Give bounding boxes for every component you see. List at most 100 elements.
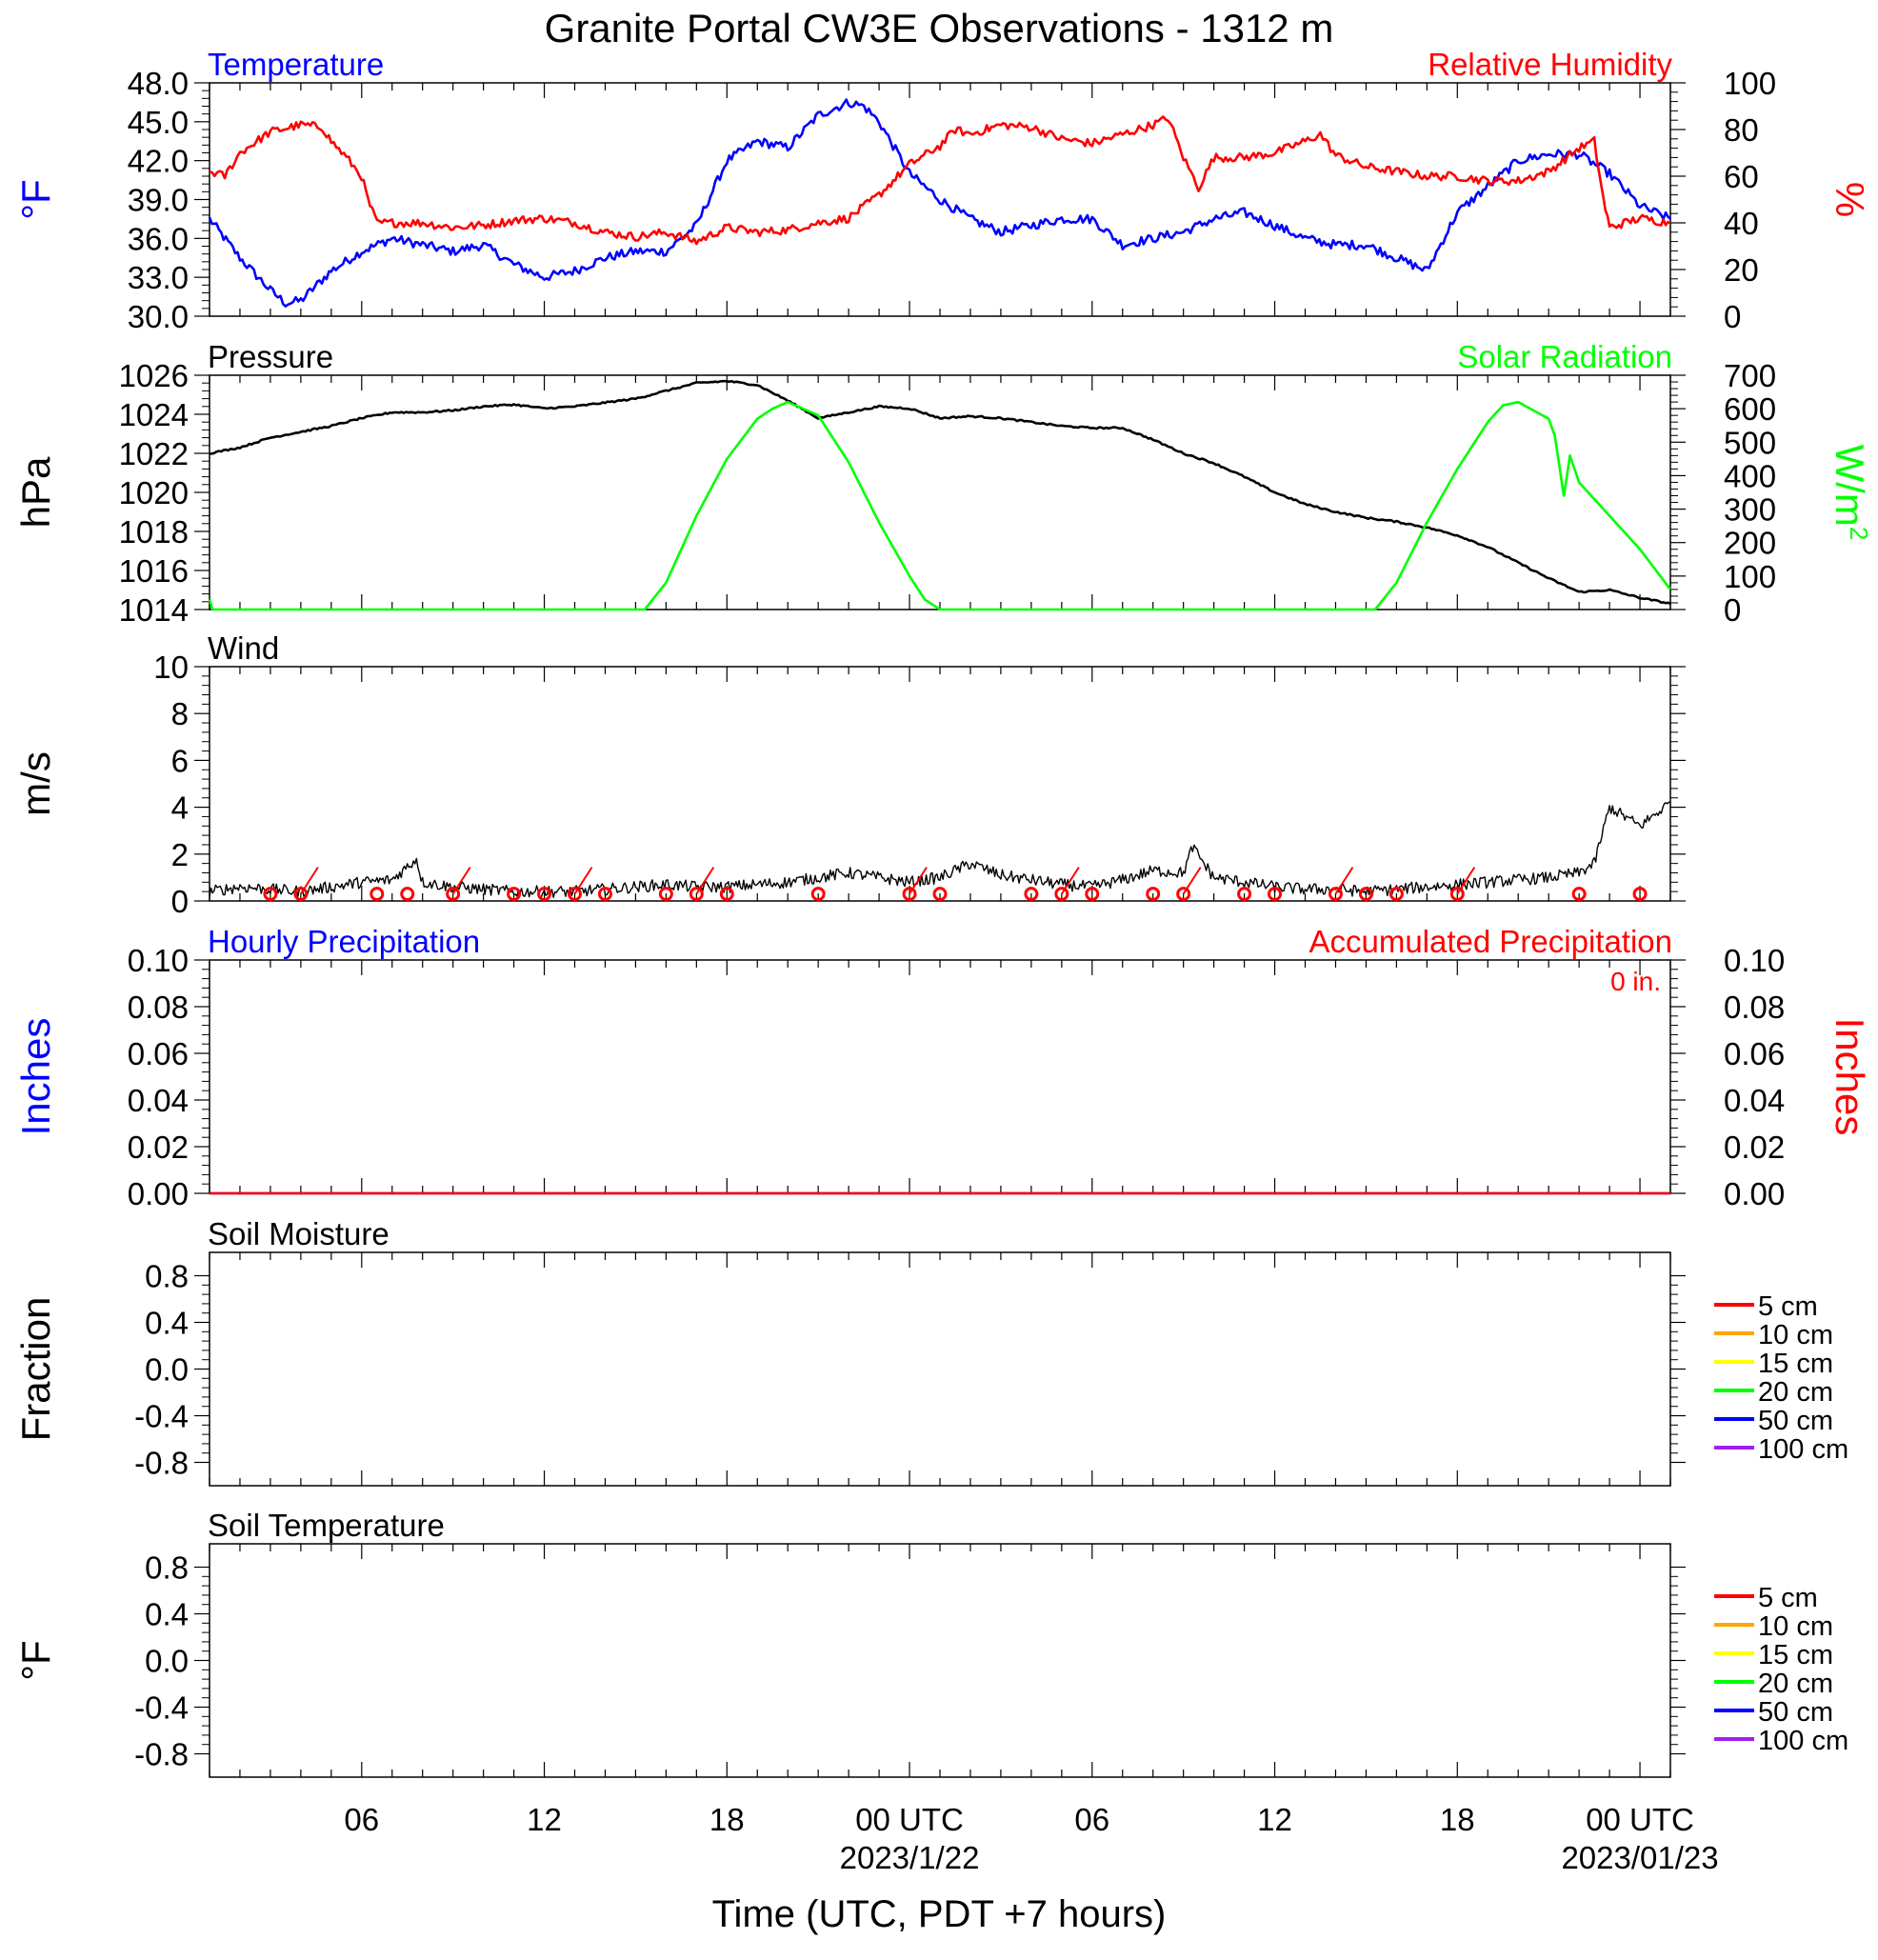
y-tick-label-right: 0.04 <box>1724 1083 1785 1118</box>
y-tick-label-right: 0 <box>1724 299 1741 334</box>
wind-barb <box>810 887 826 902</box>
wind-barb <box>932 887 948 902</box>
legend-label-10-cm: 10 cm <box>1758 1320 1833 1350</box>
series-pressure <box>209 379 1671 606</box>
wind-barb-staff <box>300 867 319 895</box>
legend-label-50-cm: 50 cm <box>1758 1406 1833 1436</box>
wind-barb <box>537 887 552 902</box>
wind-barb <box>370 887 385 902</box>
wind-barb <box>293 887 309 902</box>
wind-barb <box>658 887 673 902</box>
y-tick-label-right: 100 <box>1724 66 1776 101</box>
y-tick-label-left: -0.4 <box>134 1690 189 1726</box>
y-tick-label-left: 0.0 <box>145 1352 189 1388</box>
temp_rh-left-title: Temperature <box>208 47 384 82</box>
x-tick-label: 00 UTC <box>1586 1802 1694 1837</box>
y-tick-label-right: 0 <box>1724 592 1741 628</box>
x-tick-label: 06 <box>1074 1802 1109 1837</box>
x-tick-date-label: 2023/1/22 <box>840 1840 980 1875</box>
wind-left-title: Wind <box>208 630 279 666</box>
y-tick-label-left: 42.0 <box>128 144 189 179</box>
soil_moisture-panel-frame <box>209 1251 1671 1487</box>
series-relative-humidity <box>209 115 1671 246</box>
wind-barb <box>1054 887 1069 902</box>
y-tick-label-left: 10 <box>153 650 189 685</box>
wind-barb <box>597 887 612 902</box>
wind-barb <box>1358 887 1373 902</box>
wind-barb-staff <box>573 867 593 895</box>
y-tick-label-left: 1026 <box>119 358 189 393</box>
wind-barb <box>263 887 278 902</box>
y-tick-label-left: 0.8 <box>145 1550 189 1586</box>
wind-barb <box>1449 887 1465 902</box>
pressure_solar-right-title: Solar Radiation <box>1457 339 1672 374</box>
y-tick-label-left: 0.10 <box>128 943 189 978</box>
y-tick-label-right: 300 <box>1724 492 1776 528</box>
y-tick-label-right: 0.02 <box>1724 1130 1785 1165</box>
wind-barb-staff <box>909 867 928 895</box>
legend-label-100-cm: 100 cm <box>1758 1726 1848 1756</box>
y-tick-label-left: 36.0 <box>128 221 189 256</box>
y-tick-label-left: 0.4 <box>145 1597 189 1632</box>
wind-barb <box>400 887 415 902</box>
wind-barb-staff <box>451 867 471 895</box>
y-tick-label-right: 80 <box>1724 112 1759 148</box>
y-tick-label-left: -0.4 <box>134 1399 189 1434</box>
x-tick-label: 06 <box>344 1802 379 1837</box>
legend-label-20-cm: 20 cm <box>1758 1669 1833 1699</box>
wind-barb <box>1085 887 1100 902</box>
x-axis-label: Time (UTC, PDT +7 hours) <box>712 1893 1167 1935</box>
y-tick-label-left: 1018 <box>119 514 189 550</box>
y-tick-label-right: 400 <box>1724 458 1776 493</box>
x-tick-label: 12 <box>527 1802 562 1837</box>
legend-label-15-cm: 15 cm <box>1758 1640 1833 1670</box>
figure-title: Granite Portal CW3E Observations - 1312 … <box>545 6 1334 50</box>
wind-barb <box>1268 887 1283 902</box>
wind-barb <box>446 887 461 902</box>
y-tick-label-left: 1022 <box>119 436 189 471</box>
wind-barb-staff <box>695 867 715 895</box>
x-tick-label: 18 <box>1440 1802 1475 1837</box>
x-tick-label: 00 UTC <box>855 1802 964 1837</box>
wind-barb <box>1632 887 1648 902</box>
y-tick-label-left: -0.8 <box>134 1446 189 1481</box>
y-tick-label-left: 33.0 <box>128 260 189 295</box>
wind-barb <box>902 887 917 902</box>
wind-barb <box>1328 887 1343 902</box>
y-tick-label-right: 0.08 <box>1724 990 1785 1025</box>
wind-barb-staff <box>1182 867 1202 895</box>
temp_rh-left-axis-label: °F <box>13 179 58 219</box>
y-tick-label-left: 1024 <box>119 397 189 432</box>
y-tick-label-left: 0.06 <box>128 1036 189 1071</box>
wind-barb <box>1024 887 1039 902</box>
y-tick-label-left: 2 <box>171 837 189 872</box>
y-tick-label-left: 0.4 <box>145 1306 189 1341</box>
y-tick-label-right: 100 <box>1724 559 1776 594</box>
y-tick-label-right: 600 <box>1724 391 1776 427</box>
y-tick-label-left: 45.0 <box>128 105 189 140</box>
legend-label-5-cm: 5 cm <box>1758 1291 1818 1322</box>
y-tick-label-right: 700 <box>1724 358 1776 393</box>
wind-barb <box>1571 887 1587 902</box>
x-tick-label: 12 <box>1257 1802 1292 1837</box>
x-tick-label: 18 <box>709 1802 745 1837</box>
soil_temperature-left-title: Soil Temperature <box>208 1508 445 1543</box>
y-tick-label-left: 0 <box>171 884 189 919</box>
legend-label-10-cm: 10 cm <box>1758 1611 1833 1642</box>
y-tick-label-right: 500 <box>1724 425 1776 460</box>
y-tick-label-left: 48.0 <box>128 66 189 101</box>
soil_moisture-left-axis-label: Fraction <box>13 1297 58 1442</box>
wind-barb-staff <box>1456 867 1476 895</box>
legend-label-15-cm: 15 cm <box>1758 1349 1833 1379</box>
legend-label-100-cm: 100 cm <box>1758 1434 1848 1465</box>
wind-panel-frame <box>209 666 1671 902</box>
x-tick-date-label: 2023/01/23 <box>1561 1840 1718 1875</box>
y-tick-label-right: 200 <box>1724 526 1776 561</box>
precip-left-axis-label: Inches <box>13 1018 58 1136</box>
y-tick-label-left: 1014 <box>119 592 189 628</box>
legend-label-20-cm: 20 cm <box>1758 1377 1833 1408</box>
wind-barb <box>568 887 582 902</box>
precip-right-title: Accumulated Precipitation <box>1309 924 1672 959</box>
wind-barb <box>1146 887 1161 902</box>
